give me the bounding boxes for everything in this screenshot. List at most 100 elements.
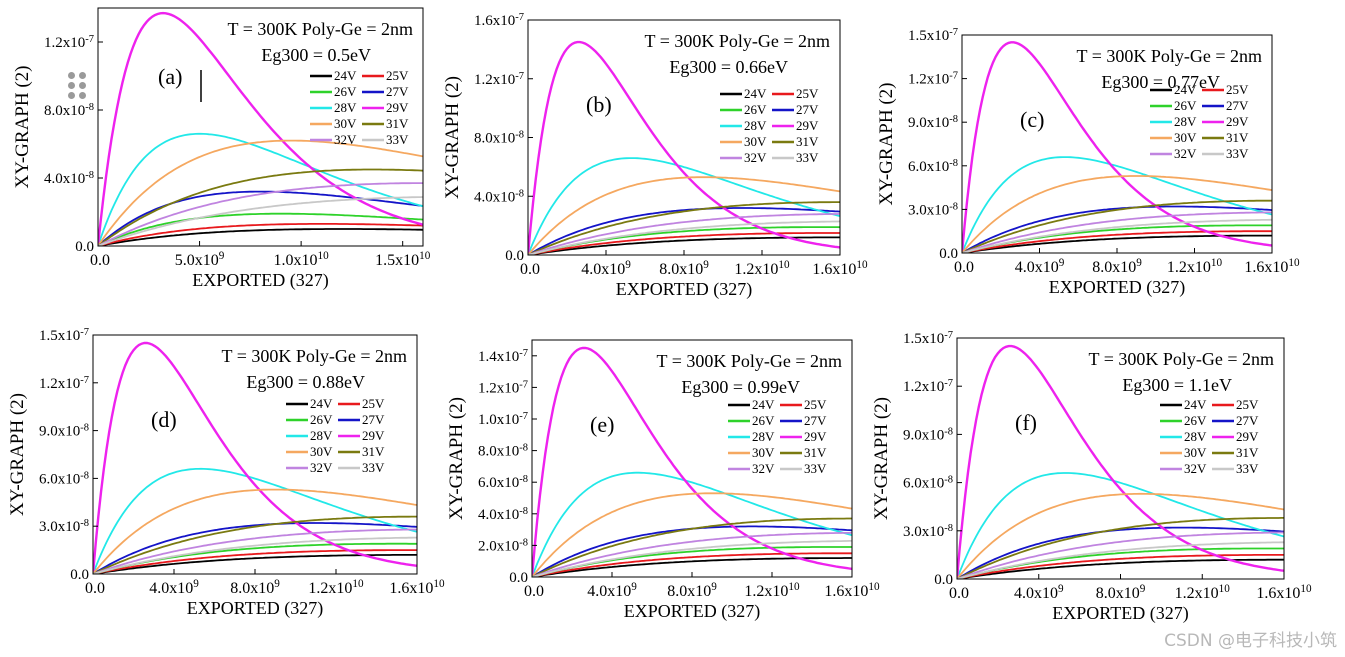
x-tick-label: 8.0x109	[1096, 583, 1146, 602]
chart-subtitle: Eg300 = 0.77eV	[1101, 72, 1220, 92]
legend-label-33V: 33V	[796, 150, 819, 165]
drag-handle-icon[interactable]	[68, 72, 90, 100]
legend: 24V 25V 26V 27V 28V 29V 30V 31V 32V 33V	[1160, 397, 1259, 476]
legend: 24V 25V 26V 27V 28V 29V 30V 31V 32V 33V	[720, 86, 819, 165]
y-tick-label: 1.2x10-7	[44, 34, 94, 52]
y-tick-label: 1.6x10-7	[474, 12, 524, 30]
legend-label-32V: 32V	[1184, 461, 1207, 476]
x-tick-label: 8.0x109	[659, 259, 709, 278]
legend-label-25V: 25V	[796, 86, 819, 101]
x-tick-label: 4.0x109	[581, 259, 631, 278]
y-tick-label: 1.2x10-7	[908, 70, 958, 88]
chart-title: T = 300K Poly-Ge = 2nm	[222, 346, 407, 366]
y-tick-label: 3.0x10-8	[903, 522, 953, 540]
plot-frame	[97, 7, 424, 247]
series-line-28V	[528, 157, 840, 255]
legend-label-29V: 29V	[796, 118, 819, 133]
y-tick-label: 1.5x10-7	[39, 327, 89, 345]
legend-label-32V: 32V	[744, 150, 767, 165]
series-line-25V	[98, 223, 423, 246]
y-axis-label: XY-GRAPH (2)	[871, 397, 892, 520]
y-axis-label: XY-GRAPH (2)	[442, 76, 463, 199]
legend-label-25V: 25V	[386, 68, 409, 83]
x-tick-label: 1.6x1010	[1244, 257, 1300, 276]
series-line-33V	[532, 540, 852, 577]
legend-label-25V: 25V	[804, 397, 827, 412]
series-line-25V	[957, 554, 1284, 579]
y-tick-label: 0.0	[505, 248, 524, 264]
panel-label: (d)	[151, 407, 177, 432]
x-tick-label: 1.6x1010	[824, 581, 880, 600]
series-group	[532, 346, 852, 577]
y-tick-label: 9.0x10-8	[903, 426, 953, 444]
y-tick-label: 6.0x10-8	[478, 474, 528, 492]
chart-title: T = 300K Poly-Ge = 2nm	[657, 351, 842, 371]
legend: 24V 25V 26V 27V 28V 29V 30V 31V 32V 33V	[728, 397, 827, 476]
plot-frame	[527, 19, 841, 256]
y-tick-label: 4.0x10-8	[474, 188, 524, 206]
legend-label-33V: 33V	[1226, 146, 1249, 161]
y-tick-label: 1.2x10-7	[39, 374, 89, 392]
y-tick-label: 1.2x10-7	[474, 70, 524, 88]
x-axis-label: EXPORTED (327)	[187, 598, 323, 619]
y-tick-label: 4.0x10-8	[44, 170, 94, 188]
legend-label-31V: 31V	[796, 134, 819, 149]
legend-label-29V: 29V	[1236, 429, 1259, 444]
x-tick-label: 8.0x109	[230, 578, 280, 597]
panel-label: (c)	[1020, 107, 1044, 132]
y-tick-label: 0.0	[509, 570, 528, 586]
series-line-27V	[962, 205, 1272, 253]
y-axis-label: XY-GRAPH (2)	[446, 397, 467, 520]
chart-subtitle: Eg300 = 0.66eV	[669, 57, 788, 77]
legend-label-26V: 26V	[744, 102, 767, 117]
y-tick-label: 1.0x10-7	[478, 411, 528, 429]
legend: 24V 25V 26V 27V 28V 29V 30V 31V 32V 33V	[1150, 82, 1249, 161]
x-tick-label: 0.0	[949, 585, 969, 602]
y-tick-label: 2.0x10-8	[478, 537, 528, 555]
panel-label: (e)	[590, 412, 614, 437]
legend-label-33V: 33V	[362, 460, 385, 475]
y-axis-label: XY-GRAPH (2)	[7, 393, 28, 516]
legend-label-28V: 28V	[1174, 114, 1197, 129]
legend-label-25V: 25V	[362, 396, 385, 411]
series-line-32V	[962, 211, 1272, 253]
series-line-30V	[962, 175, 1272, 253]
x-tick-label: 4.0x109	[1014, 583, 1064, 602]
chart-panel-d: 0.0 4.0x109 8.0x109 1.2x1010 1.6x1010 0.0 3.0x…	[7, 327, 445, 620]
legend-label-33V: 33V	[804, 461, 827, 476]
legend-label-32V: 32V	[310, 460, 333, 475]
legend-label-30V: 30V	[1184, 445, 1207, 460]
legend-label-31V: 31V	[804, 445, 827, 460]
x-axis-label: EXPORTED (327)	[624, 601, 760, 622]
y-tick-label: 3.0x10-8	[39, 518, 89, 536]
series-group	[962, 41, 1272, 253]
chart-panel-a: 0.0 5.0x109 1.0x1010 1.5x1010 0.0 4.0x10-8 8.0…	[12, 7, 431, 291]
y-tick-label: 6.0x10-8	[903, 474, 953, 492]
legend-label-29V: 29V	[804, 429, 827, 444]
legend-label-28V: 28V	[310, 428, 333, 443]
series-line-30V	[957, 492, 1284, 579]
legend-label-31V: 31V	[1226, 130, 1249, 145]
series-line-31V	[528, 201, 840, 255]
chart-title: T = 300K Poly-Ge = 2nm	[1089, 349, 1274, 369]
x-tick-label: 1.0x1010	[274, 250, 330, 269]
chart-title: T = 300K Poly-Ge = 2nm	[228, 19, 413, 39]
series-line-31V	[962, 199, 1272, 253]
series-line-28V	[957, 472, 1284, 579]
legend-label-27V: 27V	[362, 412, 385, 427]
legend-label-26V: 26V	[310, 412, 333, 427]
chart-title: T = 300K Poly-Ge = 2nm	[1077, 46, 1262, 66]
series-group	[957, 344, 1284, 579]
series-line-30V	[93, 488, 417, 574]
y-tick-label: 9.0x10-8	[39, 422, 89, 440]
legend-label-24V: 24V	[1174, 82, 1197, 97]
y-tick-label: 1.5x10-7	[903, 330, 953, 348]
chart-subtitle: Eg300 = 0.88eV	[246, 372, 365, 392]
series-line-31V	[93, 515, 417, 574]
x-tick-label: 4.0x109	[1015, 257, 1065, 276]
legend-label-24V: 24V	[744, 86, 767, 101]
y-tick-label: 0.0	[939, 246, 958, 262]
x-tick-label: 1.2x1010	[1175, 583, 1231, 602]
chart-title: T = 300K Poly-Ge = 2nm	[645, 31, 830, 51]
series-line-25V	[532, 552, 852, 577]
